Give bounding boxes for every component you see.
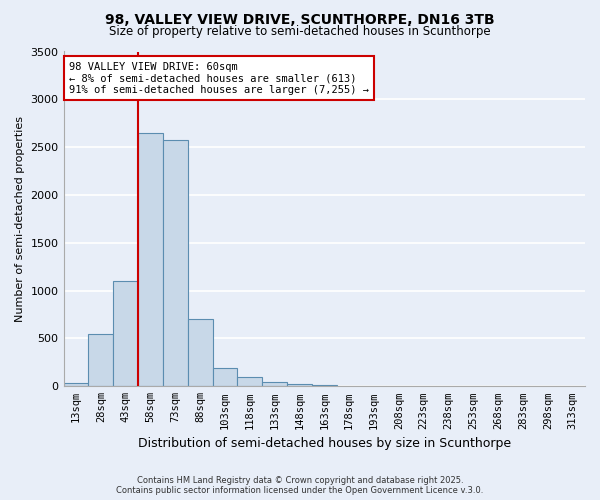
Bar [212,368,238,386]
Bar [113,281,138,386]
Bar [238,376,262,386]
Bar [163,140,188,386]
Bar [64,384,88,386]
Text: Contains HM Land Registry data © Crown copyright and database right 2025.
Contai: Contains HM Land Registry data © Crown c… [116,476,484,495]
Y-axis label: Number of semi-detached properties: Number of semi-detached properties [15,116,25,322]
X-axis label: Distribution of semi-detached houses by size in Scunthorpe: Distribution of semi-detached houses by … [138,437,511,450]
Bar [188,320,212,386]
Text: 98, VALLEY VIEW DRIVE, SCUNTHORPE, DN16 3TB: 98, VALLEY VIEW DRIVE, SCUNTHORPE, DN16 … [105,12,495,26]
Bar [88,334,113,386]
Bar [262,382,287,386]
Bar [287,384,312,386]
Text: 98 VALLEY VIEW DRIVE: 60sqm
← 8% of semi-detached houses are smaller (613)
91% o: 98 VALLEY VIEW DRIVE: 60sqm ← 8% of semi… [69,62,369,94]
Text: Size of property relative to semi-detached houses in Scunthorpe: Size of property relative to semi-detach… [109,25,491,38]
Bar [138,133,163,386]
